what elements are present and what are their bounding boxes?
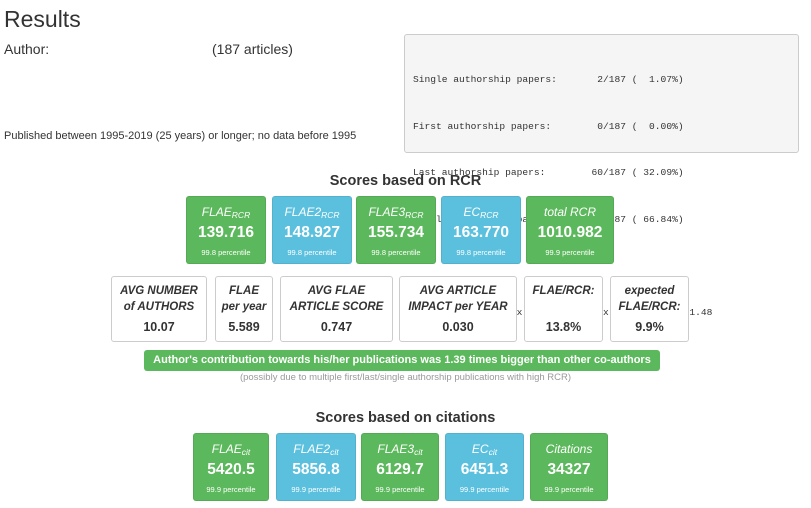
tile-value: 148.927 [283, 224, 341, 241]
tile-name: ECcit [471, 442, 498, 457]
stat-label: FLAE/RCR: [532, 285, 595, 297]
tile-value: 163.770 [452, 224, 510, 241]
author-label: Author: [4, 41, 50, 57]
tile-value: 5420.5 [207, 461, 255, 478]
contribution-banner: Author's contribution towards his/her pu… [144, 350, 660, 371]
tile-percentile: 99.9 percentile [544, 485, 594, 494]
tile-percentile: 99.8 percentile [371, 248, 421, 257]
tile-ec-rcr: ECRCR 163.770 99.8 percentile [441, 196, 521, 264]
tile-percentile: 99.9 percentile [206, 485, 256, 494]
tile-value: 1010.982 [537, 224, 603, 241]
tile-percentile: 99.9 percentile [291, 485, 341, 494]
tile-citations: Citations 34327 99.9 percentile [530, 433, 608, 501]
stat-value: 5.589 [228, 320, 260, 334]
tile-percentile: 99.8 percentile [456, 248, 506, 257]
published-note: Published between 1995-2019 (25 years) o… [4, 130, 357, 142]
tile-name: Citations [545, 442, 593, 456]
stat-value: 9.9% [635, 320, 664, 334]
tile-name: FLAERCR [201, 205, 251, 220]
tile-flae3-rcr: FLAE3RCR 155.734 99.8 percentile [356, 196, 436, 264]
tile-name: FLAE2RCR [284, 205, 340, 220]
tile-value: 6129.7 [376, 461, 424, 478]
stat-label: expected FLAE/RCR: [618, 285, 681, 313]
citation-section-title: Scores based on citations [315, 410, 496, 426]
tile-flae2-cit: FLAE2cit 5856.8 99.9 percentile [276, 433, 356, 501]
stats-line-first: First authorship papers: 0/187 ( 0.00%) [413, 120, 684, 132]
stats-line-last: Last authorship papers: 60/187 ( 32.09%) [413, 167, 684, 178]
stat-flae-per-year: FLAE per year 5.589 [215, 276, 273, 342]
tile-name: FLAE3RCR [368, 205, 424, 220]
tile-total-rcr: total RCR 1010.982 99.9 percentile [526, 196, 614, 264]
tile-percentile: 99.9 percentile [545, 248, 595, 257]
tile-flae-rcr: FLAERCR 139.716 99.8 percentile [186, 196, 266, 264]
stat-label: AVG FLAE ARTICLE SCORE [289, 285, 384, 313]
stat-value: 10.07 [143, 320, 175, 334]
tile-percentile: 99.8 percentile [287, 248, 337, 257]
authorship-stats-box: Single authorship papers: 2/187 ( 1.07%)… [404, 34, 799, 364]
stat-flae-rcr: FLAE/RCR: 13.8% [524, 276, 603, 342]
tile-value: 34327 [547, 461, 591, 478]
tile-value: 139.716 [197, 224, 255, 241]
tile-name: FLAEcit [211, 442, 251, 457]
stat-label: AVG NUMBER of AUTHORS [120, 285, 198, 313]
stat-label: AVG ARTICLE IMPACT per YEAR [408, 285, 508, 313]
tile-ec-cit: ECcit 6451.3 99.9 percentile [445, 433, 524, 501]
stat-expected-flae-rcr: expected FLAE/RCR: 9.9% [610, 276, 689, 342]
tile-percentile: 99.9 percentile [459, 485, 510, 494]
tile-flae3-cit: FLAE3cit 6129.7 99.9 percentile [361, 433, 439, 501]
tile-name: FLAE3cit [377, 442, 423, 457]
tile-name: FLAE2cit [293, 442, 339, 457]
stat-avg-flae-article-score: AVG FLAE ARTICLE SCORE 0.747 [280, 276, 393, 342]
tile-flae-cit: FLAEcit 5420.5 99.9 percentile [193, 433, 269, 501]
tile-value: 6451.3 [460, 461, 509, 478]
tile-percentile: 99.8 percentile [201, 248, 251, 257]
tile-name: ECRCR [463, 205, 499, 220]
rcr-section-title: Scores based on RCR [329, 173, 482, 189]
contribution-note: (possibly due to multiple first/last/sin… [239, 372, 572, 383]
tile-value: 155.734 [367, 224, 425, 241]
article-count: (187 articles) [212, 41, 293, 57]
stat-value: 0.747 [320, 320, 353, 334]
stat-avg-authors: AVG NUMBER of AUTHORS 10.07 [111, 276, 207, 342]
stat-label: FLAE per year [221, 285, 267, 313]
tile-name: total RCR [543, 205, 596, 219]
stats-line-single: Single authorship papers: 2/187 ( 1.07%) [413, 74, 684, 85]
tile-percentile: 99.9 percentile [375, 485, 425, 494]
stat-value: 13.8% [545, 320, 582, 334]
stat-avg-article-impact: AVG ARTICLE IMPACT per YEAR 0.030 [399, 276, 517, 342]
stat-value: 0.030 [442, 320, 474, 334]
page-title: Results [4, 6, 81, 32]
tile-value: 5856.8 [292, 461, 340, 478]
tile-flae2-rcr: FLAE2RCR 148.927 99.8 percentile [272, 196, 352, 264]
